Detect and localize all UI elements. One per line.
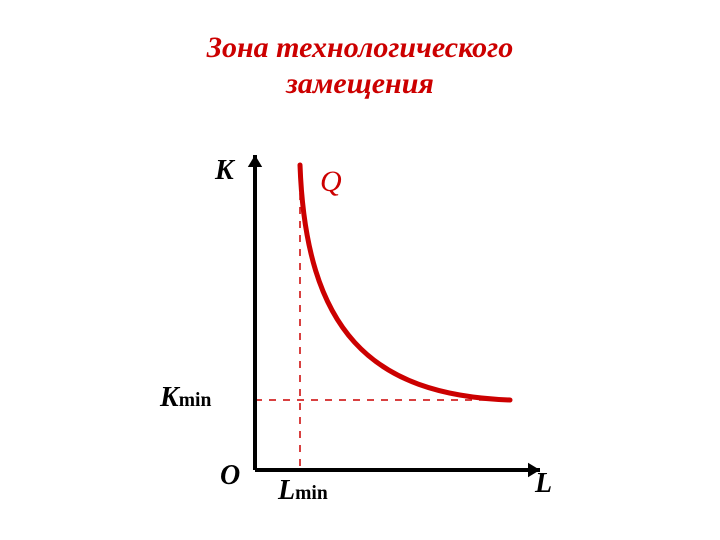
origin-label: O [220,460,240,492]
l-min-base: L [278,475,295,506]
l-min-sub: min [295,483,328,504]
k-min-label: Kmin [160,382,211,414]
isoquant-chart [0,0,720,540]
y-axis-label: K [215,155,234,187]
k-min-sub: min [179,390,212,411]
chart-area [0,0,720,540]
x-axis-label: L [535,468,552,500]
curve-label: Q [320,165,342,199]
l-min-label: Lmin [278,475,328,507]
k-min-base: K [160,382,179,413]
